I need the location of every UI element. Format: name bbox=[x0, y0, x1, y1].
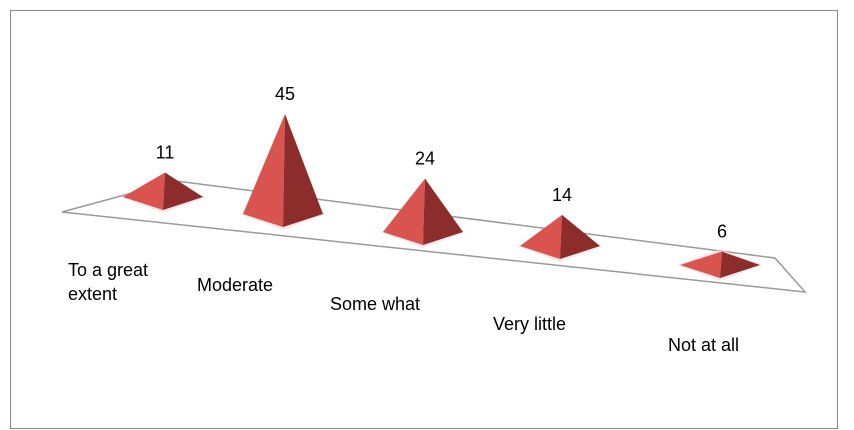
pyramid-left-face bbox=[520, 214, 562, 259]
value-label: 14 bbox=[552, 185, 572, 205]
pyramid-back-face bbox=[680, 251, 722, 265]
value-label: 24 bbox=[415, 149, 435, 169]
pyramid-right-face bbox=[423, 178, 463, 245]
value-label: 45 bbox=[275, 84, 295, 104]
pyramid-right-face bbox=[720, 251, 760, 278]
pyramid-right-face bbox=[163, 172, 203, 210]
category-label: Some what bbox=[330, 294, 421, 314]
pyramid-right-face bbox=[560, 214, 600, 259]
chart-frame bbox=[10, 10, 838, 429]
pyramid-left-face bbox=[680, 251, 722, 278]
value-label: 11 bbox=[156, 143, 175, 163]
pyramid bbox=[240, 114, 326, 230]
category-label: Moderate bbox=[197, 275, 274, 295]
value-label: 6 bbox=[717, 222, 727, 242]
pyramid-left-face bbox=[243, 114, 285, 227]
pyramid bbox=[677, 249, 763, 281]
pyramid bbox=[380, 178, 466, 248]
pyramid bbox=[120, 172, 206, 213]
pyramid bbox=[517, 214, 603, 262]
category-label: To a great extent bbox=[68, 260, 149, 304]
category-label: Very little bbox=[493, 314, 567, 334]
pyramid-left-face bbox=[123, 172, 165, 210]
pyramid-right-face bbox=[283, 114, 323, 227]
pyramid-left-face bbox=[383, 178, 425, 245]
category-label: Not at all bbox=[668, 335, 740, 355]
